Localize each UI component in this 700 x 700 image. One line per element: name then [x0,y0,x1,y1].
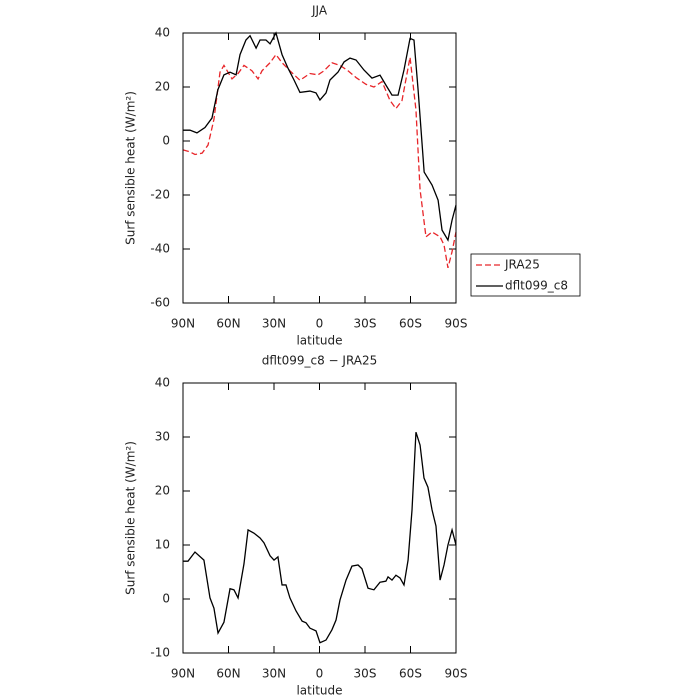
x-tick-label: 30N [262,667,286,681]
x-tick-label: 60N [216,317,240,331]
y-tick-label: 20 [155,80,170,94]
data-line [183,431,457,644]
x-tick-label: 90S [445,667,468,681]
x-axis-label: latitude [296,334,342,348]
x-tick-label: 60S [399,317,422,331]
x-tick-label: 90N [171,667,195,681]
y-axis-label: Surf sensible heat (W/m²) [124,91,138,245]
y-tick-label: 0 [162,592,170,606]
y-tick-label: 0 [162,134,170,148]
x-tick-label: 60S [399,667,422,681]
plot: JJA latitude Surf sensible heat (W/m²) 90N 6… [124,4,581,348]
y-tick-label: -20 [150,188,170,202]
x-tick-label: 30S [354,667,377,681]
plot: dflt099_c8 − JRA25 latitude Surf sensible … [124,354,468,698]
x-tick-label: 90N [171,317,195,331]
x-axis-label: latitude [296,684,342,698]
chart-title: JJA [311,4,328,18]
legend-label: JRA25 [504,258,540,272]
legend: JRA25 dflt099_c8 [470,253,581,297]
x-tick-label: 30S [354,317,377,331]
plot-frame [182,382,457,654]
y-tick-label: 10 [155,538,170,552]
y-tick-label: 40 [155,26,170,40]
x-tick-label: 90S [445,317,468,331]
y-tick-label: -40 [150,242,170,256]
y-tick-label: 30 [155,430,170,444]
x-tick-label: 0 [316,667,324,681]
x-tick-label: 0 [316,317,324,331]
x-tick-label: 60N [216,667,240,681]
y-axis-label: Surf sensible heat (W/m²) [124,441,138,595]
legend-label: dflt099_c8 [505,279,568,293]
y-tick-label: 40 [155,376,170,390]
y-tick-label: 20 [155,484,170,498]
legend-box [470,253,581,297]
y-tick-label: -60 [150,296,170,310]
plot-frame [182,32,457,304]
y-tick-label: -10 [150,646,170,660]
chart-title: dflt099_c8 − JRA25 [262,354,378,368]
data-line [182,53,457,269]
x-tick-label: 30N [262,317,286,331]
data-line [183,31,457,242]
